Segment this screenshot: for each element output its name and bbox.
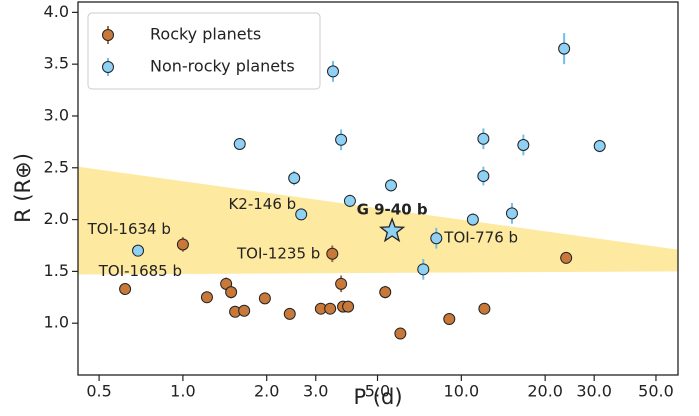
legend-label: Non-rocky planets	[150, 57, 295, 76]
x-tick-label: 3.0	[303, 382, 328, 401]
legend: Rocky planets Non-rocky planets	[87, 12, 321, 90]
point	[176, 238, 189, 251]
point	[225, 286, 238, 299]
x-tick-label: 0.5	[86, 382, 111, 401]
point	[477, 170, 490, 183]
point-label: TOI-1235 b	[236, 244, 320, 262]
y-tick-label: 4.0	[44, 2, 69, 21]
point	[295, 208, 308, 221]
point	[335, 277, 348, 290]
point	[505, 207, 518, 220]
point	[517, 138, 530, 151]
point	[335, 133, 348, 146]
point	[342, 300, 355, 313]
y-tick-label: 3.0	[44, 105, 69, 124]
point	[560, 251, 573, 264]
highlight-label: G 9-40 b	[357, 200, 428, 218]
point	[477, 132, 490, 145]
point	[200, 291, 213, 304]
point	[430, 232, 443, 245]
point	[394, 327, 407, 340]
x-tick-label: 1.0	[170, 382, 195, 401]
point	[443, 313, 456, 326]
y-tick-label: 2.0	[44, 209, 69, 228]
point-label: TOI-1685 b	[98, 262, 182, 280]
point	[343, 194, 356, 207]
y-tick-label: 1.5	[44, 261, 69, 280]
band	[78, 166, 678, 275]
point	[379, 286, 392, 299]
y-axis-label: R (R⊕)	[11, 153, 35, 223]
plot-area	[78, 33, 678, 340]
point	[326, 247, 339, 260]
x-tick-label: 5.0	[365, 382, 390, 401]
point-label: TOI-1634 b	[87, 220, 171, 238]
point	[288, 172, 301, 185]
highlight-star	[378, 217, 406, 243]
x-axis-label: P (d)	[353, 385, 402, 409]
x-tick-label: 20.0	[527, 382, 563, 401]
point-label: K2-146 b	[228, 195, 296, 213]
point	[132, 244, 145, 257]
point	[326, 65, 339, 78]
legend-box	[87, 12, 321, 90]
point-label: TOI-776 b	[443, 229, 518, 247]
y-tick-label: 3.5	[44, 54, 69, 73]
legend-label: Rocky planets	[150, 25, 261, 44]
point	[593, 140, 606, 153]
point	[258, 292, 271, 305]
x-tick-label: 10.0	[444, 382, 480, 401]
point	[478, 302, 491, 315]
point	[233, 137, 246, 150]
point	[238, 304, 251, 317]
point	[385, 179, 398, 192]
y-tick-label: 1.0	[44, 313, 69, 332]
point	[466, 213, 479, 226]
x-tick-label: 50.0	[638, 382, 674, 401]
point	[558, 42, 571, 55]
point	[324, 302, 337, 315]
x-tick-label: 2.0	[254, 382, 279, 401]
legend-marker	[102, 29, 114, 41]
x-tick-label: 30.0	[576, 382, 612, 401]
point	[283, 307, 296, 320]
point	[119, 283, 132, 296]
legend-marker	[102, 61, 114, 73]
point	[417, 263, 430, 276]
plot-frame	[77, 1, 679, 376]
y-tick-label: 2.5	[44, 157, 69, 176]
